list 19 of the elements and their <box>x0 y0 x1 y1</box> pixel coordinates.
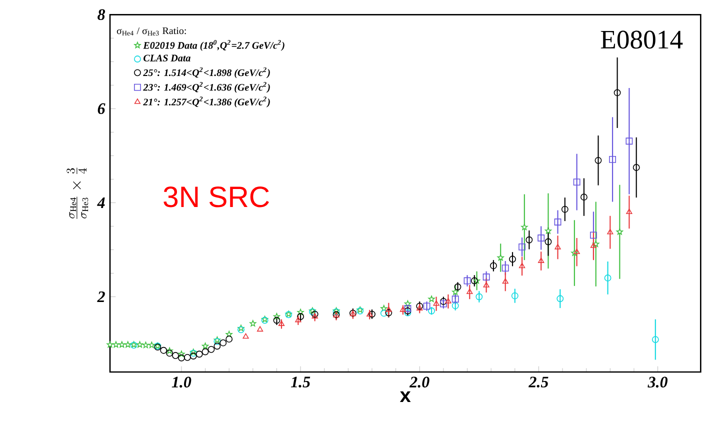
x-tick-label: 2.5 <box>528 376 548 388</box>
legend-label: 21°: 1.257<Q$^{2}$<1.386 (GeV/c$^{2}$) <box>143 96 270 108</box>
x-tick-label: 1.0 <box>172 376 192 388</box>
legend-label: 25°: 1.514<Q$^{2}$<1.898 (GeV/c$^{2}$) <box>143 67 270 78</box>
x-tick-label: 1.5 <box>290 376 310 388</box>
y-axis-title: $\frac{\sigma_{\mathrm{He4}}}{\sigma_{\mathrm{He3}}}\times\frac{3}{4}$ <box>66 168 88 219</box>
annotation: E08014 <box>600 30 683 49</box>
y-tick-label: 8 <box>98 9 106 20</box>
y-tick-label: 2 <box>97 291 105 302</box>
x-tick-label: 2.0 <box>409 376 430 388</box>
x-axis-title: x <box>400 391 411 402</box>
legend-label: 23°: 1.469<Q$^{2}$<1.636 (GeV/c$^{2}$) <box>143 82 270 93</box>
x-tick-label: 3.0 <box>648 376 668 388</box>
legend-label: CLAS Data <box>144 54 190 62</box>
legend-label: E02019 Data (18$^{0}$,Q$^{2}$=2.7 GeV/c$^{2}$) <box>143 40 284 51</box>
y-tick-label: 4 <box>97 197 105 208</box>
legend-title: σ$_{He4}$ / σ$_{He3}$ Ratio: <box>116 27 186 36</box>
annotation: 3N SRC <box>164 186 269 208</box>
y-tick-label: 6 <box>98 103 106 114</box>
